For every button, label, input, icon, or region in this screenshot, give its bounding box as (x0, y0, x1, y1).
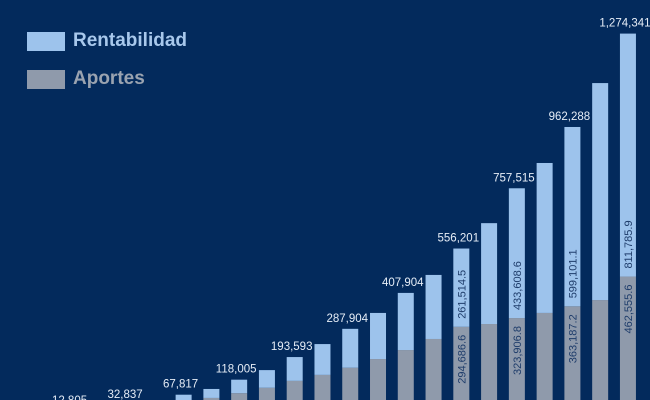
rentabilidad-label-22: 811,785.9 (623, 220, 635, 268)
total-label-20: 962,288 (549, 111, 591, 123)
aportes-label-20: 363,187.2 (567, 314, 579, 363)
legend-label-rentabilidad: Rentabilidad (73, 30, 188, 51)
bar-aportes-21 (592, 300, 609, 400)
bar-rentabilidad-21 (592, 83, 609, 301)
bar-aportes-9 (258, 387, 275, 400)
bar-rentabilidad-16 (453, 248, 470, 327)
bar-rentabilidad-8 (231, 379, 248, 394)
bar-aportes-11 (314, 374, 331, 400)
bar-aportes-13 (370, 359, 387, 400)
legend-item-aportes: Aportes (27, 60, 187, 98)
bar-rentabilidad-6 (175, 394, 192, 400)
bar-rentabilidad-15 (425, 274, 442, 339)
bar-aportes-18 (508, 318, 525, 400)
legend-label-aportes: Aportes (73, 68, 145, 89)
aportes-label-22: 462,555.6 (623, 285, 635, 334)
legend-swatch-aportes (27, 69, 65, 89)
bar-aportes-12 (342, 367, 359, 400)
bar-aportes-22 (619, 276, 636, 400)
bar-aportes-7 (203, 397, 220, 400)
bar-aportes-16 (453, 326, 470, 400)
total-label-14: 407,904 (382, 277, 424, 289)
total-label-10: 193,593 (271, 341, 313, 353)
bar-rentabilidad-13 (370, 312, 387, 360)
total-label-22: 1,274,341 (599, 18, 650, 30)
bar-aportes-17 (481, 324, 498, 400)
bar-rentabilidad-10 (286, 357, 303, 381)
total-label-12: 287,904 (326, 313, 368, 325)
bar-rentabilidad-14 (397, 292, 414, 351)
legend: Rentabilidad Aportes (27, 22, 187, 98)
bar-rentabilidad-12 (342, 328, 359, 368)
bar-aportes-19 (536, 312, 553, 400)
total-label-2: 12,805 (52, 395, 87, 400)
bar-rentabilidad-17 (481, 223, 498, 325)
bar-aportes-15 (425, 338, 442, 400)
total-label-18: 757,515 (493, 172, 535, 184)
aportes-label-16: 294,686.6 (456, 335, 468, 384)
total-label-6: 67,817 (163, 379, 198, 391)
legend-swatch-rentabilidad (27, 31, 65, 51)
bar-aportes-8 (231, 393, 248, 400)
total-label-8: 118,005 (216, 364, 257, 376)
bar-aportes-10 (286, 380, 303, 400)
rentabilidad-label-18: 433,608.6 (512, 261, 524, 310)
aportes-label-18: 323,906.8 (512, 326, 524, 375)
bar-rentabilidad-20 (564, 126, 581, 307)
bar-aportes-14 (397, 350, 414, 400)
bar-rentabilidad-11 (314, 344, 331, 375)
rentabilidad-label-20: 599,101.1 (567, 249, 579, 298)
bar-rentabilidad-9 (258, 370, 275, 388)
rentabilidad-label-16: 261,514.5 (456, 270, 468, 319)
legend-item-rentabilidad: Rentabilidad (27, 22, 187, 60)
bar-rentabilidad-19 (536, 162, 553, 313)
total-label-4: 32,837 (107, 389, 142, 400)
bar-rentabilidad-22 (619, 33, 636, 277)
bar-rentabilidad-7 (203, 388, 220, 398)
bar-aportes-20 (564, 306, 581, 400)
bar-rentabilidad-18 (508, 188, 525, 319)
total-label-16: 556,201 (438, 233, 480, 245)
